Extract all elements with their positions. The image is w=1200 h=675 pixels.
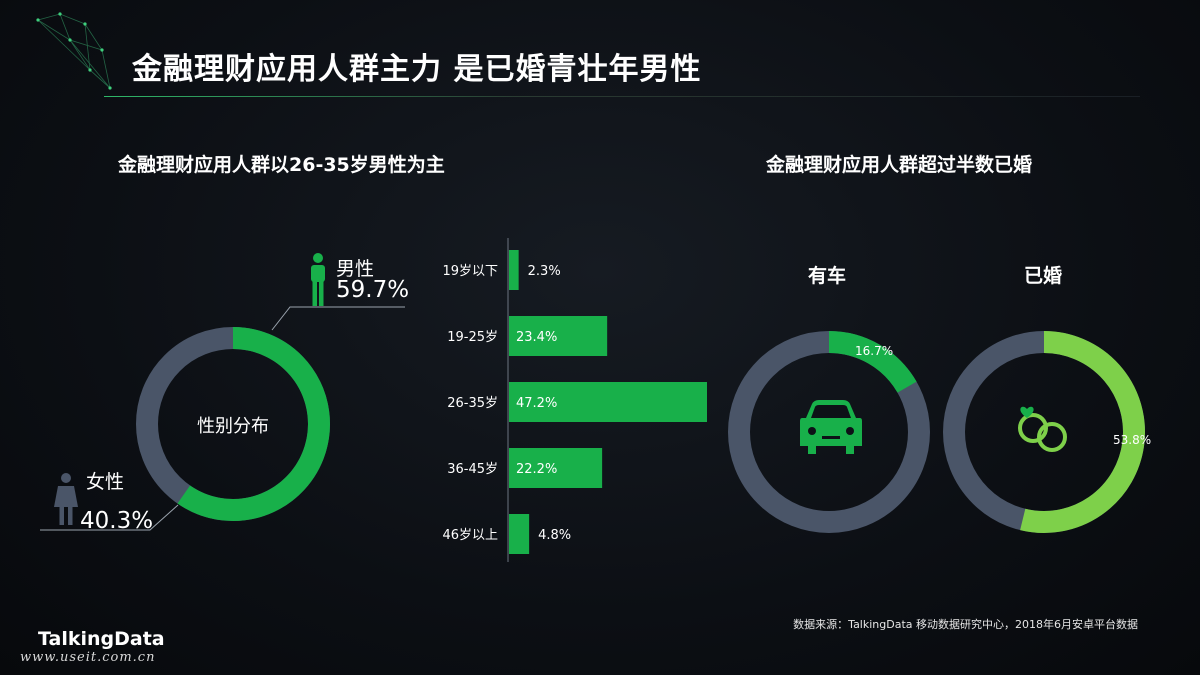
age-tick-label: 19-25岁 bbox=[447, 330, 498, 345]
married-title: 已婚 bbox=[1024, 265, 1063, 287]
female-label: 女性 bbox=[86, 471, 125, 493]
car-value: 16.7% bbox=[855, 344, 894, 358]
car-icon bbox=[800, 400, 862, 454]
age-bar bbox=[509, 514, 530, 554]
age-value-label: 4.8% bbox=[538, 528, 571, 543]
age-tick-label: 26-35岁 bbox=[447, 396, 498, 411]
watermark: www.useit.com.cn bbox=[20, 650, 156, 665]
male-label: 男性 bbox=[336, 258, 375, 280]
network-decoration bbox=[36, 12, 112, 90]
data-source-note: 数据来源：TalkingData 移动数据研究中心，2018年6月安卓平台数据 bbox=[793, 618, 1138, 631]
title-divider bbox=[104, 96, 1140, 97]
left-subtitle: 金融理财应用人群以26-35岁男性为主 bbox=[118, 154, 445, 176]
married-donut-chart bbox=[943, 331, 1145, 533]
age-bar bbox=[509, 316, 608, 356]
gender-donut-chart bbox=[136, 327, 330, 521]
age-value-label: 47.2% bbox=[516, 396, 557, 411]
age-tick-label: 36-45岁 bbox=[447, 462, 498, 477]
car-segment bbox=[828, 331, 917, 393]
married-segment bbox=[1020, 331, 1145, 533]
male-value: 59.7% bbox=[336, 277, 410, 303]
age-bar bbox=[509, 448, 603, 488]
age-value-label: 22.2% bbox=[516, 462, 557, 477]
female-value: 40.3% bbox=[80, 508, 154, 534]
brand-logo: TalkingData bbox=[38, 628, 165, 650]
car-donut-chart bbox=[728, 331, 930, 533]
age-bar bbox=[509, 382, 707, 422]
married-value: 53.8% bbox=[1113, 433, 1152, 447]
page-title: 金融理财应用人群主力 是已婚青壮年男性 bbox=[132, 52, 702, 87]
gender-male-segment bbox=[177, 327, 330, 521]
age-value-label: 2.3% bbox=[528, 264, 561, 279]
car-title: 有车 bbox=[808, 265, 847, 287]
rings-icon bbox=[1018, 406, 1067, 452]
female-callout-line bbox=[40, 504, 179, 531]
age-bar bbox=[509, 250, 519, 290]
age-tick-label: 19岁以下 bbox=[442, 264, 498, 279]
gender-donut-center-label: 性别分布 bbox=[197, 416, 269, 437]
age-value-label: 23.4% bbox=[516, 330, 557, 345]
age-tick-label: 46岁以上 bbox=[442, 528, 498, 543]
age-bar-chart: 19岁以下 2.3% 19-25岁 23.4% 26-35岁 47.2% 36-45岁 22.… bbox=[442, 238, 707, 562]
female-icon bbox=[54, 473, 78, 525]
right-subtitle: 金融理财应用人群超过半数已婚 bbox=[766, 154, 1033, 176]
male-callout-line bbox=[271, 306, 405, 331]
male-icon bbox=[311, 253, 325, 306]
